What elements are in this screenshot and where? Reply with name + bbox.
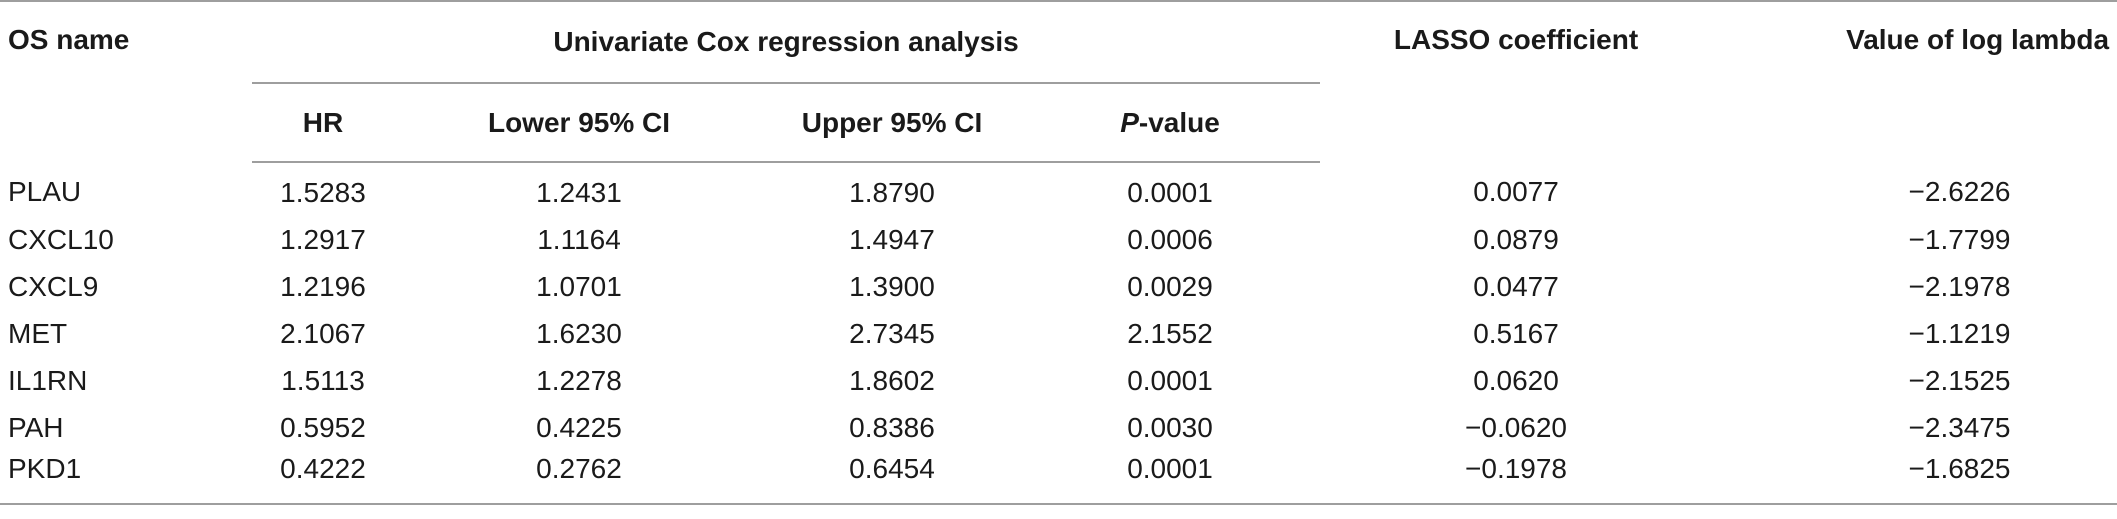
cell-log-lambda: −2.1525 xyxy=(1908,364,2011,396)
header-upper-ci: Upper 95% CI xyxy=(764,82,1020,163)
cell-lower-ci: 1.2431 xyxy=(536,176,622,208)
table-row: PKD1 0.4222 0.2762 0.6454 0.0001 −0.1978… xyxy=(0,451,2117,505)
cell-upper-ci: 1.3900 xyxy=(849,270,935,302)
cell-p-value: 0.0030 xyxy=(1127,411,1213,443)
cell-upper-ci: 0.6454 xyxy=(764,451,1020,505)
cell-lasso: 0.0477 xyxy=(1473,270,1559,302)
cell-log-lambda: −1.1219 xyxy=(1908,317,2011,349)
table-row: MET 2.1067 1.6230 2.7345 2.1552 0.5167 −… xyxy=(0,310,2117,357)
cell-log-lambda: −1.6825 xyxy=(1712,451,2117,505)
header-lasso-coefficient: LASSO coefficient xyxy=(1393,24,1639,55)
cell-hr: 0.4222 xyxy=(252,451,394,505)
table-row: PLAU 1.5283 1.2431 1.8790 0.0001 0.0077 … xyxy=(0,162,2117,216)
cell-os-name: PKD1 xyxy=(0,451,252,505)
cell-p-value: 0.0006 xyxy=(1127,223,1213,255)
cell-upper-ci: 2.7345 xyxy=(849,317,935,349)
cell-lasso: −0.1978 xyxy=(1320,451,1713,505)
cell-lasso: 0.5167 xyxy=(1473,317,1559,349)
cell-p-value: 2.1552 xyxy=(1127,317,1213,349)
header-p-value: P-value xyxy=(1020,82,1321,163)
header-os-name: OS name xyxy=(8,24,130,55)
cell-lasso: 0.0879 xyxy=(1473,223,1559,255)
cell-upper-ci: 1.4947 xyxy=(849,223,935,255)
cell-lower-ci: 1.1164 xyxy=(537,223,621,255)
cell-log-lambda: −1.7799 xyxy=(1908,223,2011,255)
cell-os-name: IL1RN xyxy=(8,364,88,396)
cell-p-value: 0.0029 xyxy=(1127,270,1213,302)
cell-lower-ci: 0.2762 xyxy=(394,451,764,505)
header-p-italic: P xyxy=(1120,106,1139,138)
table-row: PAH 0.5952 0.4225 0.8386 0.0030 −0.0620 … xyxy=(0,404,2117,451)
cell-os-name: CXCL9 xyxy=(8,270,99,302)
header-lower-ci: Lower 95% CI xyxy=(394,82,764,163)
header-univariate-group: Univariate Cox regression analysis xyxy=(553,26,1019,57)
cell-lasso: −0.0620 xyxy=(1465,411,1568,443)
table-row: CXCL10 1.2917 1.1164 1.4947 0.0006 0.087… xyxy=(0,216,2117,263)
cell-lower-ci: 1.6230 xyxy=(536,317,622,349)
cell-lasso: 0.0077 xyxy=(1473,176,1559,207)
cell-hr: 2.1067 xyxy=(280,317,366,349)
cell-upper-ci: 1.8602 xyxy=(849,364,935,396)
cell-lower-ci: 1.0701 xyxy=(536,270,622,302)
results-table: OS name Univariate Cox regression analys… xyxy=(0,1,2117,505)
cell-hr: 1.5113 xyxy=(281,364,365,396)
cell-hr: 0.5952 xyxy=(280,411,366,443)
cell-p-value: 0.0001 xyxy=(1127,176,1213,208)
cell-log-lambda: −2.3475 xyxy=(1908,411,2011,443)
header-hr: HR xyxy=(252,82,394,163)
cell-os-name: PAH xyxy=(8,411,64,443)
header-log-lambda: Value of log lambda xyxy=(1846,24,2110,55)
cell-hr: 1.2196 xyxy=(280,270,366,302)
cell-upper-ci: 1.8790 xyxy=(849,176,935,208)
cell-hr: 1.2917 xyxy=(280,223,366,255)
cell-hr: 1.5283 xyxy=(280,176,366,208)
cell-os-name: MET xyxy=(8,317,68,349)
header-p-rest: -value xyxy=(1138,106,1220,138)
cell-os-name: PLAU xyxy=(8,176,82,207)
cell-p-value: 0.0001 xyxy=(1020,451,1321,505)
cell-log-lambda: −2.1978 xyxy=(1908,270,2011,302)
cell-p-value: 0.0001 xyxy=(1127,364,1213,396)
cell-lower-ci: 0.4225 xyxy=(536,411,622,443)
cell-lower-ci: 1.2278 xyxy=(536,364,622,396)
table-row: CXCL9 1.2196 1.0701 1.3900 0.0029 0.0477… xyxy=(0,263,2117,310)
cell-os-name: CXCL10 xyxy=(8,223,114,255)
table-row: IL1RN 1.5113 1.2278 1.8602 0.0001 0.0620… xyxy=(0,357,2117,404)
cell-upper-ci: 0.8386 xyxy=(849,411,935,443)
cell-lasso: 0.0620 xyxy=(1473,364,1559,396)
cell-log-lambda: −2.6226 xyxy=(1908,176,2011,207)
